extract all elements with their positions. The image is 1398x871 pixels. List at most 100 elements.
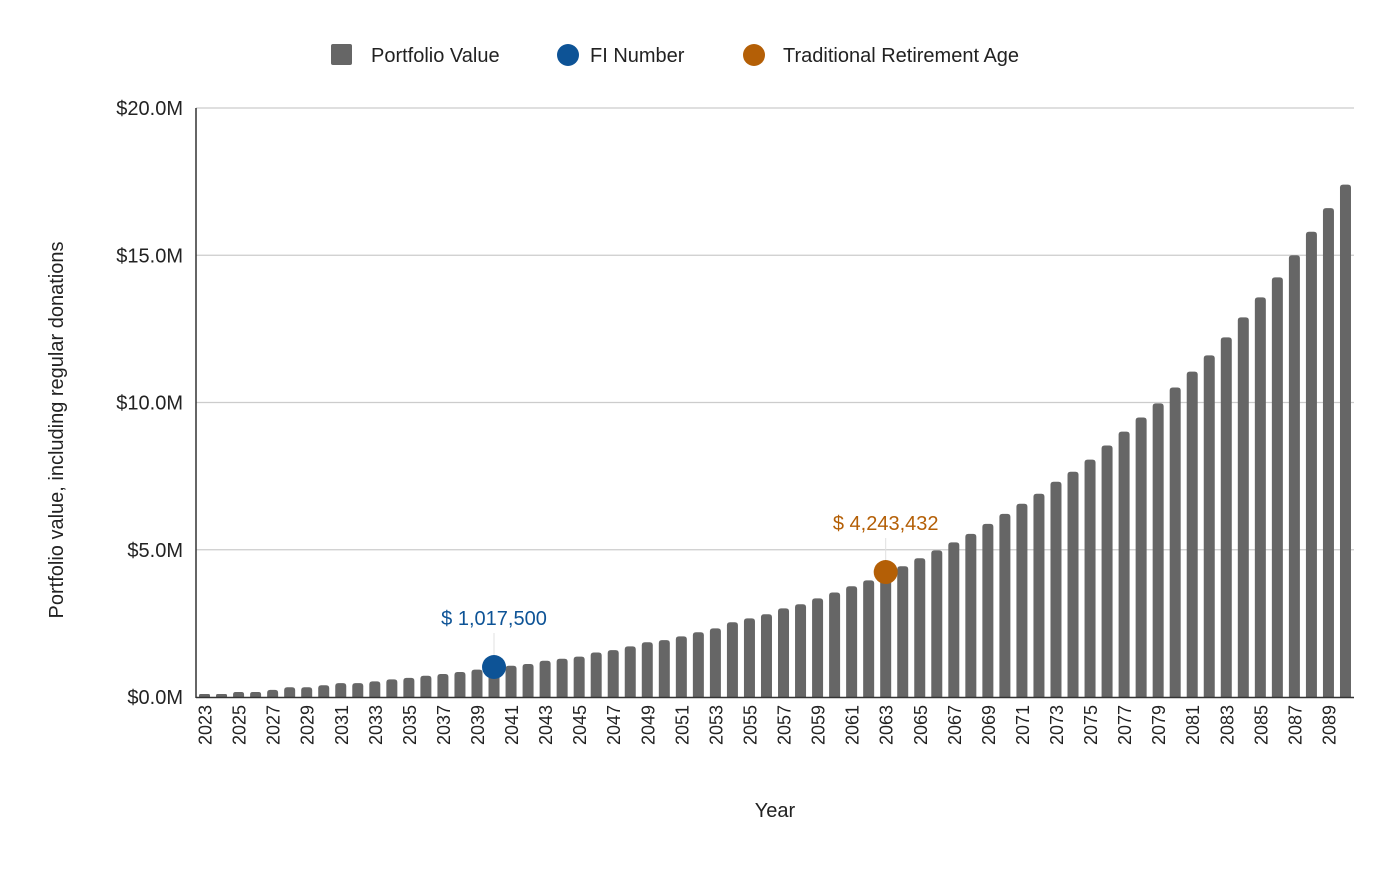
- bar-2034[interactable]: [386, 679, 398, 697]
- legend-item-portfolio-value[interactable]: Portfolio Value: [331, 44, 500, 67]
- bar-2053[interactable]: [709, 628, 721, 697]
- bar-2069[interactable]: [982, 523, 994, 697]
- x-tick-label: 2077: [1115, 705, 1135, 745]
- legend-label: FI Number: [590, 45, 685, 67]
- bar-2071[interactable]: [1016, 503, 1028, 697]
- bar-2031[interactable]: [335, 683, 347, 697]
- legend-swatch-circle: [557, 44, 579, 66]
- bar-2039[interactable]: [471, 669, 483, 697]
- y-tick-label: $15.0M: [116, 245, 183, 267]
- bar-2079[interactable]: [1152, 403, 1164, 697]
- bar-2075[interactable]: [1084, 459, 1096, 697]
- bar-2080[interactable]: [1169, 387, 1181, 697]
- bar-2032[interactable]: [352, 683, 364, 697]
- data-label: $ 1,017,500: [441, 608, 547, 630]
- marker-traditional-retirement-age[interactable]: [873, 560, 898, 585]
- bar-2047[interactable]: [607, 650, 619, 697]
- bar-2028[interactable]: [284, 687, 296, 697]
- bar-2060[interactable]: [829, 592, 841, 697]
- x-tick-label: 2063: [877, 705, 897, 745]
- x-tick-label: 2029: [298, 705, 318, 745]
- bar-2087[interactable]: [1288, 255, 1300, 697]
- bar-2065[interactable]: [914, 558, 926, 697]
- bar-2048[interactable]: [624, 646, 636, 697]
- bar-2077[interactable]: [1118, 431, 1130, 697]
- bar-2030[interactable]: [318, 685, 330, 697]
- bar-2056[interactable]: [760, 614, 772, 697]
- bar-2081[interactable]: [1186, 371, 1198, 697]
- bar-2082[interactable]: [1203, 355, 1215, 697]
- x-tick-label: 2025: [230, 705, 250, 745]
- data-label: $ 4,243,432: [833, 513, 939, 535]
- bar-2046[interactable]: [590, 652, 602, 697]
- bar-2051[interactable]: [675, 636, 687, 697]
- y-tick-label: $20.0M: [116, 98, 183, 120]
- bar-2061[interactable]: [846, 586, 858, 697]
- bar-2045[interactable]: [573, 656, 585, 697]
- bar-2023[interactable]: [199, 694, 211, 697]
- bar-2041[interactable]: [505, 665, 517, 697]
- bar-2054[interactable]: [726, 622, 738, 697]
- legend-label: Portfolio Value: [371, 45, 500, 67]
- bar-2066[interactable]: [931, 550, 943, 697]
- marker-fi-number[interactable]: [482, 655, 507, 680]
- bar-2062[interactable]: [863, 580, 875, 697]
- bar-2058[interactable]: [795, 604, 807, 697]
- legend-item-fi-number[interactable]: FI Number: [557, 44, 685, 67]
- bar-2044[interactable]: [556, 658, 568, 697]
- bar-2049[interactable]: [641, 642, 653, 697]
- bar-2083[interactable]: [1220, 337, 1232, 697]
- x-tick-label: 2087: [1285, 705, 1305, 745]
- legend-item-traditional-retirement-age[interactable]: Traditional Retirement Age: [743, 44, 1019, 67]
- y-tick-label: $5.0M: [127, 540, 183, 562]
- y-tick-label: $10.0M: [116, 393, 183, 415]
- bar-2059[interactable]: [812, 598, 824, 697]
- bar-2089[interactable]: [1322, 208, 1334, 697]
- bar-2074[interactable]: [1067, 471, 1079, 697]
- bar-2076[interactable]: [1101, 445, 1113, 697]
- bar-2070[interactable]: [999, 513, 1011, 697]
- x-tick-label: 2027: [264, 705, 284, 745]
- legend-label: Traditional Retirement Age: [783, 45, 1019, 67]
- bar-2042[interactable]: [522, 664, 534, 697]
- x-tick-label: 2051: [672, 705, 692, 745]
- bar-2086[interactable]: [1271, 277, 1283, 697]
- x-tick-label: 2067: [945, 705, 965, 745]
- bar-2035[interactable]: [403, 677, 415, 697]
- bar-2052[interactable]: [692, 632, 704, 697]
- bar-2090[interactable]: [1339, 184, 1351, 697]
- bar-2057[interactable]: [778, 608, 790, 697]
- x-axis-ticks: 2023 2025 2027 2029 2031 2033 2035 2037 2039 2041…: [196, 705, 1340, 745]
- bar-2033[interactable]: [369, 681, 381, 697]
- bar-2078[interactable]: [1135, 417, 1147, 697]
- bar-2063[interactable]: [880, 572, 892, 697]
- bar-2085[interactable]: [1254, 297, 1266, 697]
- x-tick-label: 2059: [809, 705, 829, 745]
- x-tick-label: 2057: [775, 705, 795, 745]
- bar-2026[interactable]: [250, 691, 262, 697]
- bar-2068[interactable]: [965, 533, 977, 697]
- bar-2036[interactable]: [420, 675, 432, 697]
- x-tick-label: 2061: [843, 705, 863, 745]
- bar-2037[interactable]: [437, 674, 449, 697]
- bar-2084[interactable]: [1237, 317, 1249, 697]
- bar-2050[interactable]: [658, 640, 670, 697]
- bar-2043[interactable]: [539, 660, 551, 697]
- bars: [199, 184, 1351, 697]
- bar-2055[interactable]: [743, 618, 755, 697]
- bar-2088[interactable]: [1305, 231, 1317, 697]
- bar-2067[interactable]: [948, 542, 960, 697]
- bar-2073[interactable]: [1050, 481, 1062, 697]
- bar-2027[interactable]: [267, 689, 279, 697]
- x-tick-label: 2037: [434, 705, 454, 745]
- bar-2029[interactable]: [301, 687, 313, 697]
- bar-2024[interactable]: [216, 694, 228, 697]
- bar-2064[interactable]: [897, 566, 909, 697]
- x-tick-label: 2035: [400, 705, 420, 745]
- x-tick-label: 2081: [1183, 705, 1203, 745]
- bar-2025[interactable]: [233, 691, 245, 697]
- x-tick-label: 2069: [979, 705, 999, 745]
- bar-2072[interactable]: [1033, 493, 1045, 697]
- bar-2038[interactable]: [454, 671, 466, 697]
- x-tick-label: 2047: [604, 705, 624, 745]
